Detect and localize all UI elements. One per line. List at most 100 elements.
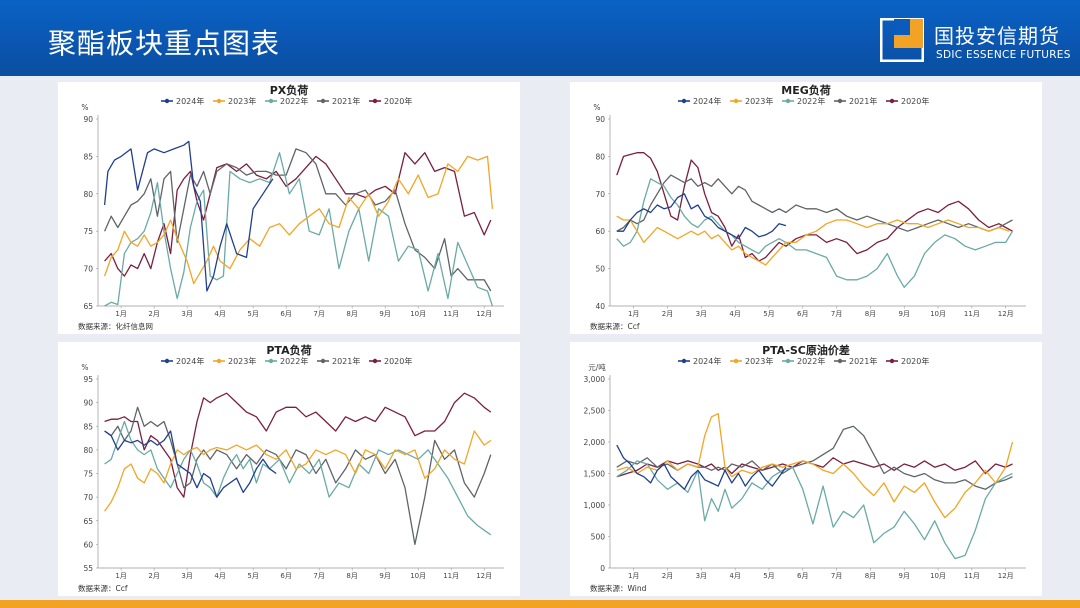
chart-panel-pta-sc-spread: PTA-SC原油价差 2024年 2023年 2022年 2021年 2020年 元/吨 0 5… <box>570 342 1042 596</box>
chart-legend: 2024年 2023年 2022年 2021年 2020年 <box>678 96 929 106</box>
x-tick-label: 5月 <box>247 572 258 580</box>
series-line-2 <box>616 460 1013 560</box>
series-line-3 <box>104 148 492 292</box>
y-tick-label: 40 <box>595 302 605 311</box>
chart-title: MEG负荷 <box>781 83 831 97</box>
y-tick-label: 65 <box>83 517 93 526</box>
y-tick-label: 90 <box>595 115 605 124</box>
y-tick-label: 75 <box>83 470 93 479</box>
data-source-note: 数据来源：Wind <box>590 583 647 593</box>
legend-marker-2 <box>785 358 791 364</box>
x-tick-label: 5月 <box>763 310 774 318</box>
legend-label-1: 2023年 <box>228 96 256 106</box>
series-line-2 <box>104 152 494 307</box>
chart-svg: PTA负荷 2024年 2023年 2022年 2021年 2020年% 55 60 65 70 7… <box>78 343 504 593</box>
chart-legend: 2024年 2023年 2022年 2021年 2020年 <box>161 356 412 366</box>
company-logo: 国投安信期货 SDIC ESSENCE FUTURES <box>880 16 1070 66</box>
legend-marker-2 <box>268 358 274 364</box>
x-tick-label: 10月 <box>410 572 426 580</box>
data-source-note: 数据来源：Ccf <box>590 321 640 331</box>
x-tick-label: 12月 <box>476 310 492 318</box>
legend-marker-3 <box>320 358 326 364</box>
x-tick-label: 8月 <box>865 310 876 318</box>
logo-chinese-name: 国投安信期货 <box>934 24 1060 48</box>
x-tick-label: 9月 <box>379 572 390 580</box>
legend-marker-0 <box>164 358 170 364</box>
x-tick-label: 11月 <box>443 572 459 580</box>
legend-marker-3 <box>320 98 326 104</box>
series-line-0 <box>616 193 787 240</box>
y-tick-label: 90 <box>83 115 93 124</box>
x-tick-label: 3月 <box>181 572 192 580</box>
footer-bar <box>0 600 1080 608</box>
y-tick-label: 2,000 <box>584 438 606 447</box>
series-line-4 <box>616 457 1013 478</box>
y-tick-label: 500 <box>591 533 606 542</box>
x-tick-label: 2月 <box>662 572 673 580</box>
legend-label-2: 2022年 <box>797 356 825 366</box>
legend-label-1: 2023年 <box>228 356 256 366</box>
x-tick-label: 10月 <box>410 310 426 318</box>
x-tick-label: 3月 <box>696 572 707 580</box>
legend-label-3: 2021年 <box>849 356 877 366</box>
x-tick-label: 12月 <box>998 310 1014 318</box>
series-line-3 <box>616 425 1013 490</box>
chart-legend: 2024年 2023年 2022年 2021年 2020年 <box>678 356 929 366</box>
x-tick-label: 4月 <box>729 310 740 318</box>
x-tick-label: 12月 <box>998 572 1014 580</box>
y-tick-label: 1,500 <box>584 470 606 479</box>
x-tick-label: 5月 <box>763 572 774 580</box>
series-line-3 <box>104 406 492 546</box>
legend-marker-4 <box>889 98 895 104</box>
x-tick-label: 1月 <box>115 572 126 580</box>
legend-label-2: 2022年 <box>280 96 308 106</box>
chart-title: PTA-SC原油价差 <box>762 343 850 357</box>
y-unit-label: % <box>593 103 600 112</box>
legend-marker-1 <box>216 358 222 364</box>
x-tick-label: 4月 <box>214 310 225 318</box>
y-tick-label: 85 <box>83 422 93 431</box>
legend-marker-4 <box>372 358 378 364</box>
series-line-4 <box>616 152 1013 262</box>
logo-english-name: SDIC ESSENCE FUTURES <box>936 49 1071 61</box>
x-tick-label: 3月 <box>181 310 192 318</box>
series-line-3 <box>616 174 1013 232</box>
x-tick-label: 11月 <box>443 310 459 318</box>
legend-marker-2 <box>268 98 274 104</box>
legend-marker-2 <box>785 98 791 104</box>
legend-marker-1 <box>216 98 222 104</box>
legend-marker-3 <box>837 358 843 364</box>
legend-marker-0 <box>681 98 687 104</box>
y-tick-label: 90 <box>83 399 93 408</box>
legend-label-3: 2021年 <box>332 356 360 366</box>
legend-marker-0 <box>164 98 170 104</box>
legend-label-2: 2022年 <box>797 96 825 106</box>
y-unit-label: % <box>81 363 88 372</box>
page-title: 聚酯板块重点图表 <box>48 27 281 60</box>
legend-label-4: 2020年 <box>901 96 929 106</box>
series-line-1 <box>103 155 494 285</box>
x-tick-label: 7月 <box>313 310 324 318</box>
x-tick-label: 2月 <box>148 572 159 580</box>
series-line-0 <box>103 140 274 292</box>
y-tick-label: 50 <box>595 265 605 274</box>
y-tick-label: 70 <box>83 265 93 274</box>
x-tick-label: 6月 <box>797 572 808 580</box>
chart-svg: PX负荷 2024年 2023年 2022年 2021年 2020年% 65 70 75 80 85… <box>78 83 504 331</box>
x-tick-label: 6月 <box>797 310 808 318</box>
y-tick-label: 55 <box>83 564 93 573</box>
series-line-4 <box>104 392 492 498</box>
x-tick-label: 8月 <box>865 572 876 580</box>
data-source-note: 数据来源：Ccf <box>78 583 128 593</box>
y-tick-label: 0 <box>600 564 605 573</box>
legend-marker-1 <box>733 98 739 104</box>
data-source-note: 数据来源：化纤信息网 <box>78 321 153 331</box>
x-tick-label: 9月 <box>379 310 390 318</box>
legend-label-4: 2020年 <box>384 356 412 366</box>
legend-label-0: 2024年 <box>693 96 721 106</box>
y-tick-label: 60 <box>83 540 93 549</box>
legend-label-2: 2022年 <box>280 356 308 366</box>
x-tick-label: 1月 <box>115 310 126 318</box>
x-tick-label: 2月 <box>148 310 159 318</box>
x-tick-label: 5月 <box>247 310 258 318</box>
